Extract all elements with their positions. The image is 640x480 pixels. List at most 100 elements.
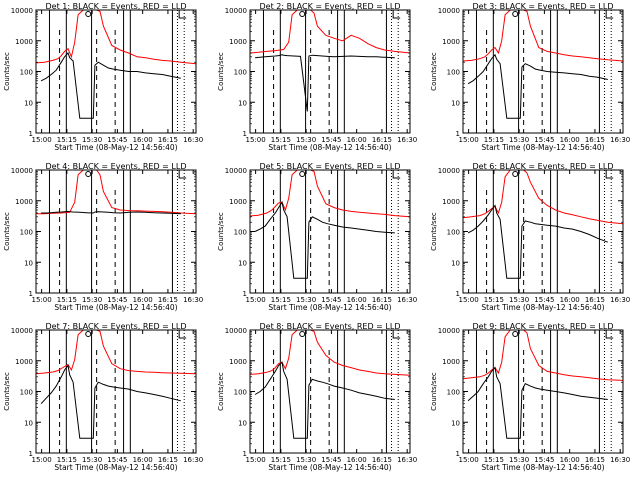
y-tick-label: 10000	[11, 167, 33, 175]
y-tick-label: 10	[24, 99, 33, 107]
marker-bracket	[178, 170, 187, 179]
x-tick-label: 15:00	[246, 296, 266, 304]
chart-panel-9: Det 9: BLACK = Events, RED = LLD 15:00 15:…	[430, 322, 630, 472]
x-axis-label: Start Time (08-May-12 14:56:40)	[481, 143, 604, 152]
y-tick-label: 1	[456, 290, 460, 298]
y-tick-label: 1000	[15, 358, 33, 366]
marker-bracket	[178, 10, 187, 19]
x-tick-label: 15:45	[107, 136, 127, 144]
chart-panel-2: Det 2: BLACK = Events, RED = LLD 15:00 15:…	[217, 2, 417, 152]
series-line-2	[467, 204, 608, 279]
y-tick-label: 10	[451, 419, 460, 427]
x-tick-label: 15:30	[296, 136, 316, 144]
marker-bracket	[392, 330, 401, 339]
marker-bracket	[392, 10, 401, 19]
x-axis-label: Start Time (08-May-12 14:56:40)	[268, 143, 391, 152]
x-tick-label: 16:30	[397, 456, 417, 464]
x-tick-label: 16:00	[347, 296, 367, 304]
x-tick-label: 16:00	[133, 296, 153, 304]
y-axis-label: Counts/sec	[430, 372, 438, 411]
x-tick-label: 16:15	[585, 456, 605, 464]
x-tick-label: 15:00	[246, 456, 266, 464]
x-tick-label: 16:30	[397, 136, 417, 144]
chart-title: Det 3: BLACK = Events, RED = LLD	[473, 2, 614, 11]
series-line-2	[40, 52, 181, 119]
x-axis-label: Start Time (08-May-12 14:56:40)	[268, 463, 391, 472]
series-line-1	[36, 169, 197, 215]
x-tick-label: 15:00	[246, 136, 266, 144]
y-tick-label: 1	[29, 450, 33, 458]
x-tick-label: 15:45	[321, 456, 341, 464]
y-tick-label: 100	[234, 69, 247, 77]
marker-circle	[85, 331, 92, 337]
x-tick-label: 15:15	[271, 136, 291, 144]
x-tick-label: 15:45	[107, 456, 127, 464]
y-tick-label: 1000	[442, 38, 460, 46]
x-tick-label: 15:15	[271, 296, 291, 304]
x-tick-label: 15:30	[82, 136, 102, 144]
y-tick-label: 10000	[225, 167, 247, 175]
marker-circle	[299, 331, 306, 337]
y-tick-label: 1000	[229, 358, 247, 366]
y-tick-label: 100	[20, 229, 33, 237]
chart-title: Det 9: BLACK = Events, RED = LLD	[473, 322, 614, 331]
y-tick-label: 1	[243, 450, 247, 458]
y-tick-label: 1000	[229, 38, 247, 46]
y-tick-label: 1	[243, 130, 247, 138]
marker-bracket	[605, 170, 614, 179]
x-tick-label: 15:15	[271, 456, 291, 464]
marker-circle	[299, 11, 306, 17]
x-axis-label: Start Time (08-May-12 14:56:40)	[54, 143, 177, 152]
series-line-2	[40, 364, 181, 439]
x-tick-label: 15:30	[509, 296, 529, 304]
series-line-2	[467, 53, 608, 119]
y-tick-label: 1	[456, 450, 460, 458]
x-tick-label: 15:00	[32, 296, 52, 304]
x-tick-label: 15:15	[484, 136, 504, 144]
marker-circle	[512, 11, 519, 17]
y-tick-label: 1	[456, 130, 460, 138]
marker-bracket	[178, 330, 187, 339]
x-tick-label: 16:15	[585, 296, 605, 304]
x-tick-label: 15:45	[107, 296, 127, 304]
y-tick-label: 10	[238, 419, 247, 427]
y-tick-label: 10	[24, 259, 33, 267]
y-axis-label: Counts/sec	[430, 52, 438, 91]
chart-panel-7: Det 7: BLACK = Events, RED = LLD 15:00 15:…	[3, 322, 203, 472]
y-tick-label: 100	[20, 69, 33, 77]
x-tick-label: 16:00	[133, 456, 153, 464]
y-tick-label: 1000	[442, 198, 460, 206]
y-tick-label: 100	[234, 229, 247, 237]
y-axis-label: Counts/sec	[217, 212, 225, 251]
x-tick-label: 16:15	[158, 456, 178, 464]
chart-panel-5: Det 5: BLACK = Events, RED = LLD 15:00 15:…	[217, 162, 417, 312]
series-line-2	[254, 361, 395, 439]
chart-title: Det 4: BLACK = Events, RED = LLD	[46, 162, 187, 171]
y-axis-label: Counts/sec	[217, 52, 225, 91]
marker-bracket	[392, 170, 401, 179]
x-axis-label: Start Time (08-May-12 14:56:40)	[268, 303, 391, 312]
x-tick-label: 15:15	[57, 136, 77, 144]
y-tick-label: 10000	[11, 327, 33, 335]
y-tick-label: 100	[234, 389, 247, 397]
x-tick-label: 15:45	[534, 136, 554, 144]
x-tick-label: 15:00	[459, 296, 479, 304]
x-tick-label: 16:30	[610, 136, 630, 144]
marker-bracket	[605, 330, 614, 339]
x-tick-label: 16:00	[347, 136, 367, 144]
x-tick-label: 15:45	[321, 136, 341, 144]
y-axis-label: Counts/sec	[3, 52, 11, 91]
x-tick-label: 16:15	[372, 136, 392, 144]
x-tick-label: 15:45	[534, 456, 554, 464]
x-axis-label: Start Time (08-May-12 14:56:40)	[481, 463, 604, 472]
chart-title: Det 8: BLACK = Events, RED = LLD	[260, 322, 401, 331]
y-tick-label: 10000	[438, 327, 460, 335]
y-axis-label: Counts/sec	[3, 372, 11, 411]
chart-panel-4: Det 4: BLACK = Events, RED = LLD 15:00 15:…	[3, 162, 203, 312]
y-tick-label: 10	[238, 259, 247, 267]
chart-panel-3: Det 3: BLACK = Events, RED = LLD 15:00 15:…	[430, 2, 630, 152]
x-tick-label: 15:30	[296, 296, 316, 304]
x-tick-label: 16:15	[158, 296, 178, 304]
y-tick-label: 1000	[15, 198, 33, 206]
